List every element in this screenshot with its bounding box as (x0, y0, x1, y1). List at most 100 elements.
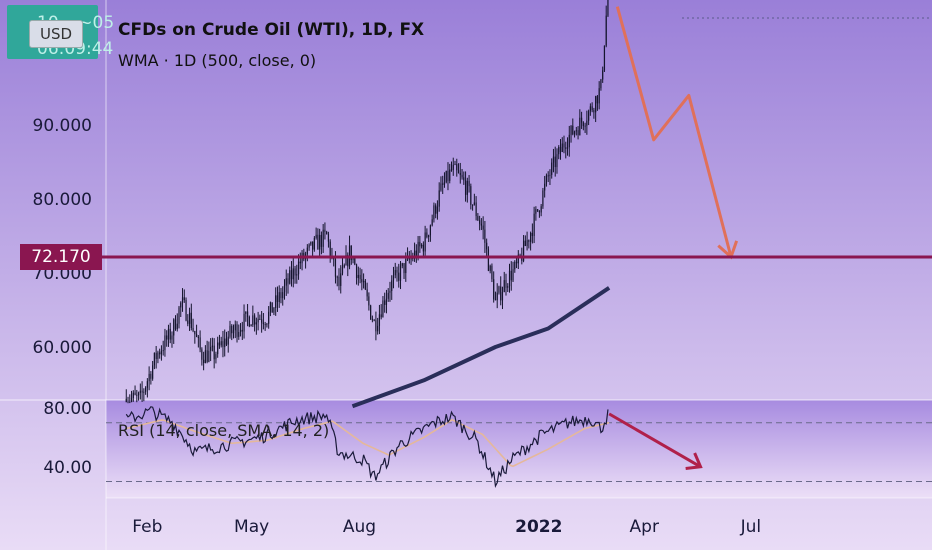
time-tick-label: 2022 (515, 517, 562, 537)
candle (487, 246, 490, 272)
candle-body (368, 296, 370, 306)
candle (461, 168, 463, 180)
candle-body (134, 392, 136, 395)
candle-body (180, 302, 182, 308)
candle (273, 307, 275, 316)
candle-body (192, 327, 194, 331)
rsi-sma-line (126, 418, 610, 468)
candle-body (164, 335, 166, 351)
candle-body (246, 311, 249, 317)
candle-body (596, 96, 599, 104)
candle-body (530, 232, 532, 242)
candle-body (137, 392, 140, 396)
candle-body (145, 387, 147, 392)
candle (473, 193, 475, 206)
candle-body (452, 164, 454, 170)
candle (234, 320, 236, 339)
candle-body (232, 330, 235, 334)
candle-body (294, 268, 296, 276)
candle (248, 315, 250, 328)
candle (160, 345, 163, 361)
candle-body (130, 397, 133, 403)
candle (146, 378, 148, 398)
candle-body (203, 359, 205, 364)
candle (368, 292, 370, 311)
candle-body (231, 325, 233, 334)
candle-body (528, 240, 530, 242)
price-tick-label: 60.000 (33, 338, 92, 358)
candle (185, 297, 187, 322)
candle (477, 213, 479, 222)
candle-body (334, 259, 337, 277)
candle (591, 102, 593, 113)
candle-body (326, 231, 328, 235)
candle-body (394, 270, 396, 276)
candle-body (194, 330, 196, 335)
currency-button[interactable]: USD (29, 20, 83, 48)
candle (348, 235, 351, 270)
candle-body (250, 324, 252, 327)
candle-body (401, 263, 403, 266)
candle-body (299, 261, 301, 264)
candle (447, 162, 449, 191)
candle (152, 360, 154, 381)
candle (484, 220, 486, 253)
candle-body (283, 285, 286, 293)
candle (306, 244, 308, 262)
candle (531, 223, 533, 244)
rsi-projection-arrowhead (685, 452, 703, 471)
candle (558, 145, 560, 160)
candle (225, 331, 228, 347)
candle (141, 381, 143, 402)
candle-body (463, 177, 465, 181)
candle-body (380, 314, 382, 318)
candle (278, 285, 280, 308)
candle-body (213, 345, 215, 360)
candle (190, 303, 192, 331)
candle (375, 311, 377, 341)
candle-body (146, 381, 148, 388)
candle-body (261, 319, 263, 323)
candle-body (259, 318, 261, 320)
candle-body (547, 175, 549, 177)
candle-body (595, 96, 597, 113)
candle-body (392, 275, 395, 281)
candle (586, 110, 588, 135)
candle (174, 315, 177, 331)
candle (480, 218, 482, 231)
candle-body (600, 79, 602, 89)
candle-body (375, 320, 377, 332)
candle (294, 265, 296, 284)
candle (139, 383, 141, 400)
candle-body (566, 147, 569, 149)
candle-body (468, 180, 470, 187)
candle-body (352, 258, 354, 260)
candle-body (544, 183, 546, 191)
candle-body (561, 143, 563, 153)
candle (370, 304, 372, 320)
candle (313, 236, 315, 252)
candle-body (322, 229, 324, 247)
candle-body (208, 350, 210, 362)
candle-body (431, 219, 433, 226)
candle-body (542, 190, 544, 207)
candle (552, 148, 555, 173)
time-tick-label: Aug (343, 517, 376, 537)
price-tick-label: 90.000 (33, 116, 92, 136)
time-tick-label: Jul (740, 517, 762, 537)
candle-body (588, 111, 590, 121)
candle-body (171, 335, 173, 340)
rsi-line (125, 406, 609, 488)
candle (570, 125, 572, 143)
candle (582, 121, 584, 131)
candle-body (297, 261, 300, 275)
rsi-label: RSI (14, close, SMA, 14, 2) (118, 421, 330, 440)
candle-body (287, 278, 289, 284)
candle (359, 267, 361, 284)
candle (350, 245, 352, 265)
candle-body (537, 209, 539, 211)
candle-body (457, 170, 460, 174)
candle-body (362, 280, 365, 283)
candle-body (255, 322, 257, 325)
candle-body (533, 213, 535, 236)
